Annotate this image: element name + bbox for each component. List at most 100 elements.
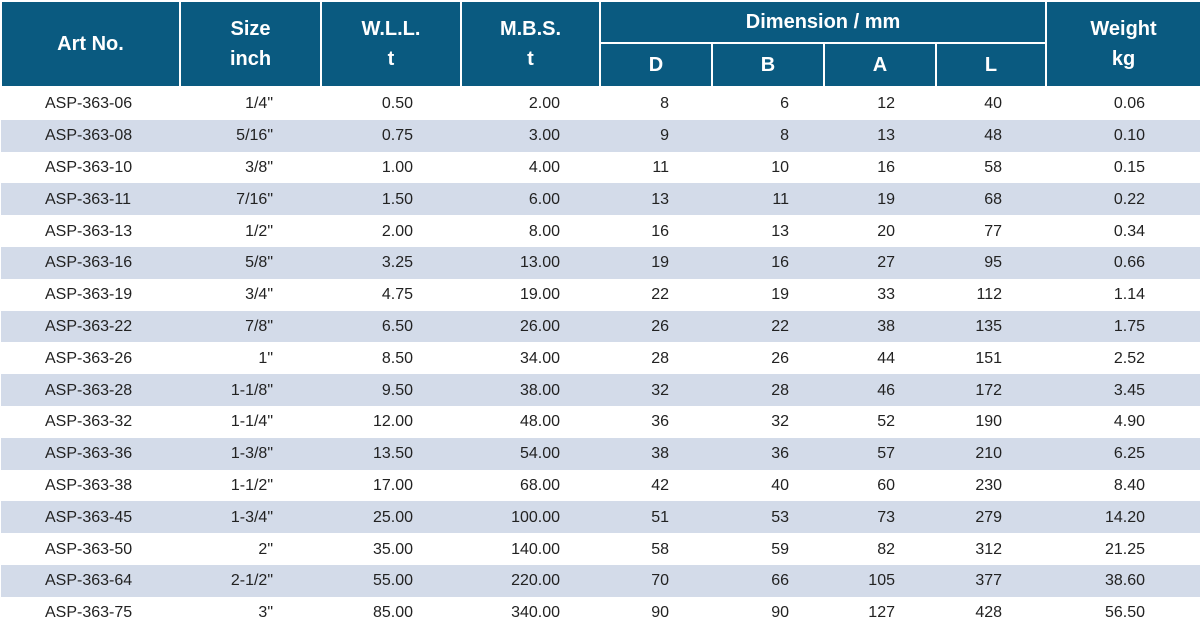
cell-l: 312 [936, 533, 1047, 565]
cell-a: 44 [824, 342, 936, 375]
cell-b: 66 [712, 564, 824, 597]
cell-weight: 21.25 [1046, 533, 1200, 565]
cell-l: 68 [936, 183, 1047, 216]
cell-size: 2" [180, 533, 321, 565]
table-row: ASP-363-26 1" 8.50 34.00 28 26 44 151 2.52 [1, 342, 1200, 375]
table-row: ASP-363-08 5/16" 0.75 3.00 9 8 13 48 0.10 [1, 119, 1200, 152]
header-weight: Weight kg [1045, 0, 1200, 88]
cell-art-no: ASP-363-32 [1, 405, 180, 438]
cell-a: 57 [824, 437, 936, 470]
cell-d: 19 [600, 246, 712, 279]
cell-b: 26 [712, 342, 824, 375]
table-row: ASP-363-13 1/2" 2.00 8.00 16 13 20 77 0.34 [1, 215, 1200, 247]
cell-mbs: 38.00 [461, 374, 600, 406]
cell-d: 58 [600, 533, 712, 565]
cell-weight: 0.66 [1046, 246, 1200, 279]
cell-d: 11 [600, 151, 712, 184]
table-row: ASP-363-06 1/4" 0.50 2.00 8 6 12 40 0.06 [1, 87, 1200, 120]
table-row: ASP-363-75 3" 85.00 340.00 90 90 127 428 56.50 [1, 596, 1200, 629]
header-dim-d: D [599, 42, 713, 88]
cell-mbs: 340.00 [461, 596, 600, 629]
cell-mbs: 140.00 [461, 533, 600, 565]
cell-size: 7/16" [180, 183, 321, 216]
table-row: ASP-363-16 5/8" 3.25 13.00 19 16 27 95 0.66 [1, 246, 1200, 279]
table-row: ASP-363-50 2" 35.00 140.00 58 59 82 312 21.25 [1, 533, 1200, 565]
table-header: Art No. Size inch W.L.L. t M.B.S. t Dimensi… [0, 0, 1200, 88]
cell-a: 46 [824, 374, 936, 406]
cell-weight: 14.20 [1046, 501, 1200, 534]
cell-b: 53 [712, 501, 824, 534]
cell-a: 33 [824, 278, 936, 311]
cell-wll: 35.00 [321, 533, 461, 565]
cell-d: 16 [600, 215, 712, 247]
cell-weight: 4.90 [1046, 405, 1200, 438]
cell-art-no: ASP-363-10 [1, 151, 180, 184]
cell-size: 3/8" [180, 151, 321, 184]
cell-d: 26 [600, 310, 712, 343]
cell-d: 9 [600, 119, 712, 152]
cell-a: 60 [824, 469, 936, 502]
cell-weight: 3.45 [1046, 374, 1200, 406]
cell-wll: 12.00 [321, 405, 461, 438]
cell-b: 11 [712, 183, 824, 216]
cell-art-no: ASP-363-36 [1, 437, 180, 470]
cell-b: 28 [712, 374, 824, 406]
cell-wll: 6.50 [321, 310, 461, 343]
cell-d: 90 [600, 596, 712, 629]
cell-a: 27 [824, 246, 936, 279]
cell-art-no: ASP-363-19 [1, 278, 180, 311]
cell-a: 52 [824, 405, 936, 438]
cell-mbs: 6.00 [461, 183, 600, 216]
cell-mbs: 54.00 [461, 437, 600, 470]
cell-size: 1-1/2" [180, 469, 321, 502]
cell-mbs: 4.00 [461, 151, 600, 184]
cell-weight: 0.06 [1046, 87, 1200, 120]
cell-mbs: 48.00 [461, 405, 600, 438]
cell-l: 377 [936, 564, 1047, 597]
cell-wll: 85.00 [321, 596, 461, 629]
cell-size: 2-1/2" [180, 564, 321, 597]
cell-art-no: ASP-363-08 [1, 119, 180, 152]
cell-b: 10 [712, 151, 824, 184]
table-row: ASP-363-38 1-1/2" 17.00 68.00 42 40 60 230 8.40 [1, 469, 1200, 502]
cell-weight: 56.50 [1046, 596, 1200, 629]
cell-b: 36 [712, 437, 824, 470]
cell-art-no: ASP-363-50 [1, 533, 180, 565]
cell-b: 40 [712, 469, 824, 502]
cell-art-no: ASP-363-64 [1, 564, 180, 597]
header-wll: W.L.L. t [320, 0, 462, 88]
cell-d: 70 [600, 564, 712, 597]
table-row: ASP-363-10 3/8" 1.00 4.00 11 10 16 58 0.15 [1, 151, 1200, 184]
cell-wll: 13.50 [321, 437, 461, 470]
cell-mbs: 220.00 [461, 564, 600, 597]
cell-size: 1-1/4" [180, 405, 321, 438]
cell-l: 40 [936, 87, 1047, 120]
cell-l: 428 [936, 596, 1047, 629]
cell-l: 210 [936, 437, 1047, 470]
cell-size: 1-1/8" [180, 374, 321, 406]
cell-mbs: 100.00 [461, 501, 600, 534]
table-body: ASP-363-06 1/4" 0.50 2.00 8 6 12 40 0.06 ASP-363-… [1, 87, 1200, 629]
cell-art-no: ASP-363-11 [1, 183, 180, 216]
cell-art-no: ASP-363-38 [1, 469, 180, 502]
cell-mbs: 8.00 [461, 215, 600, 247]
cell-l: 135 [936, 310, 1047, 343]
cell-size: 3/4" [180, 278, 321, 311]
cell-weight: 1.75 [1046, 310, 1200, 343]
cell-mbs: 19.00 [461, 278, 600, 311]
header-dim-l: L [934, 42, 1048, 88]
cell-d: 32 [600, 374, 712, 406]
cell-a: 16 [824, 151, 936, 184]
cell-d: 22 [600, 278, 712, 311]
cell-a: 38 [824, 310, 936, 343]
cell-mbs: 34.00 [461, 342, 600, 375]
cell-art-no: ASP-363-22 [1, 310, 180, 343]
table-row: ASP-363-22 7/8" 6.50 26.00 26 22 38 135 1.75 [1, 310, 1200, 343]
cell-weight: 0.22 [1046, 183, 1200, 216]
cell-b: 19 [712, 278, 824, 311]
cell-art-no: ASP-363-45 [1, 501, 180, 534]
header-dimension: Dimension / mm [598, 0, 1048, 44]
cell-b: 8 [712, 119, 824, 152]
cell-size: 7/8" [180, 310, 321, 343]
cell-a: 127 [824, 596, 936, 629]
